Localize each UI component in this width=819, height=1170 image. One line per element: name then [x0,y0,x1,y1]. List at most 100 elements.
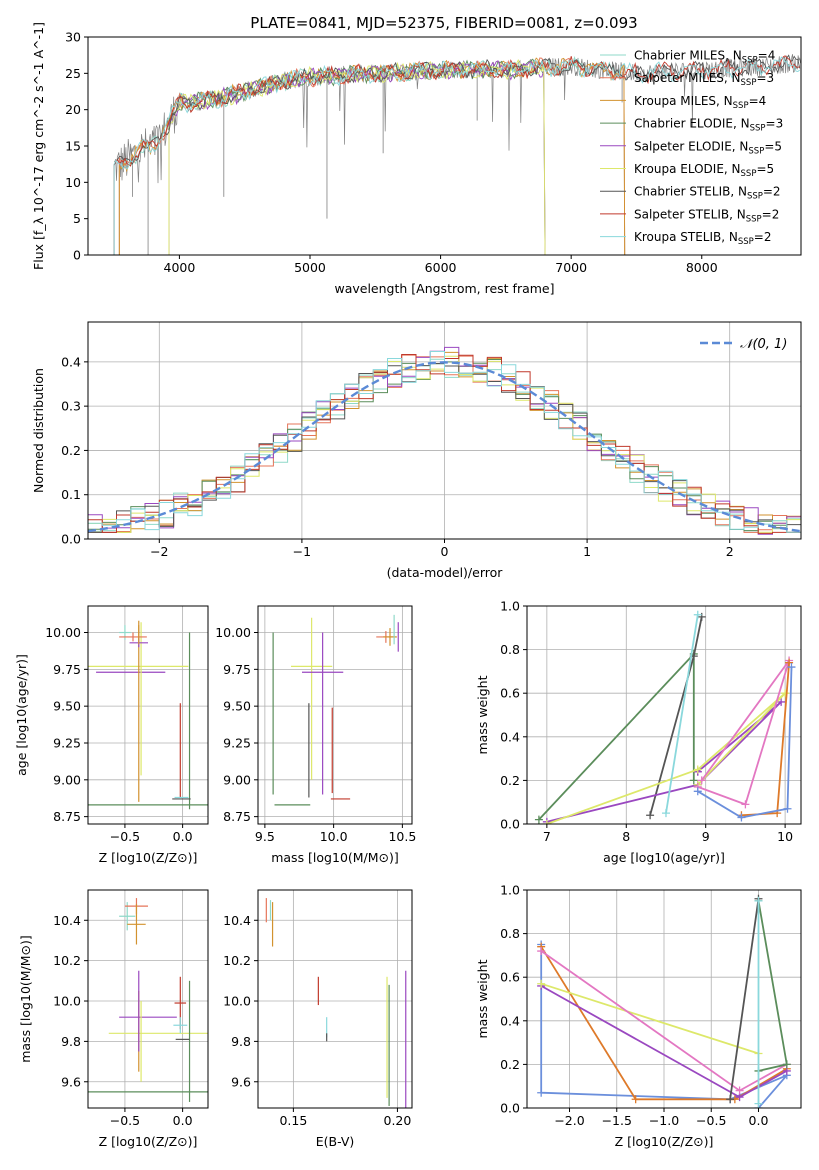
panel-age-vs-Z: −0.5 0.0 8.75 9.00 9.25 9.50 9.75 10.00 Z [log10… [14,605,209,865]
y-tick-label: 0.0 [61,532,81,547]
y-tick-label: 0.2 [500,773,520,788]
legend-label: Kroupa MILES, NSSP=4 [634,94,766,111]
x-axis-label: (data-model)/error [387,565,504,580]
y-axis-label: mass [log10(M/M⊙)] [18,935,33,1063]
y-axis-label: mass weight [475,959,490,1038]
y-tick-label: 9.25 [223,735,251,750]
weight-point [754,896,763,905]
y-tick-label: 25 [65,66,81,81]
weight-point [781,689,790,698]
legend-label: Kroupa ELODIE, NSSP=5 [634,162,774,179]
weight-point [537,1088,546,1097]
y-axis-label: mass weight [475,675,490,754]
y-tick-label: 0.2 [61,443,81,458]
panel-weight-vs-age: 7 8 9 10 0.0 0.2 0.4 0.6 0.8 1.0 age [log10(age/yr… [475,599,802,865]
y-tick-label: 30 [65,30,81,45]
y-tick-label: 10.4 [223,913,251,928]
axes-frame [257,889,413,1109]
y-tick-label: 9.8 [231,1034,251,1049]
panel-mass-vs-EBV: 0.15 0.20 9.6 9.8 10.0 10.2 10.4 E(B-V) [223,889,413,1149]
y-tick-label: 0.6 [500,970,520,985]
figure-title: PLATE=0841, MJD=52375, FIBERID=0081, z=0… [250,14,637,32]
y-tick-label: 9.6 [61,1074,81,1089]
y-tick-label: 5 [73,211,81,226]
x-tick-label: 7 [543,829,551,844]
model-line-chabrier-miles [118,55,626,255]
x-tick-label: −1.5 [602,1113,632,1128]
x-axis-label: age [log10(age/yr)] [603,850,725,865]
panel-spectrum: 4000 5000 6000 7000 8000 0 5 10 15 20 25 30 waveleng… [31,22,802,296]
x-tick-label: −0.5 [110,829,140,844]
weight-series-line [757,900,788,1072]
plot-layer: 4000 5000 6000 7000 8000051015202530waveleng… [14,22,802,1149]
panel-weight-vs-Z: −2.0 −1.5 −1.0 −0.5 0.0 0.0 0.2 0.4 0.6 0.8 1.0 Z [… [475,883,802,1149]
y-axis-label: age [log10(age/yr)] [14,654,29,776]
y-tick-label: 9.50 [223,699,251,714]
y-tick-label: 0.4 [61,354,81,369]
weight-point [693,765,702,774]
axes-frame [87,889,209,1109]
x-tick-label: 0.0 [749,1113,769,1128]
x-tick-label: 0.0 [173,829,193,844]
weight-point [785,658,794,667]
axes-frame [526,605,802,825]
y-tick-label: 0.1 [61,487,81,502]
y-tick-label: 0.3 [61,399,81,414]
y-tick-label: 9.75 [53,662,81,677]
weight-point [737,813,746,822]
weight-point [697,776,706,785]
y-tick-label: 0.6 [500,686,520,701]
x-tick-label: −1 [293,544,311,559]
y-tick-label: 0.0 [500,1101,520,1116]
weight-point [741,800,750,809]
model-line-salpeter-miles [118,57,626,255]
x-axis-label: mass [log10(M/M⊙)] [271,850,399,865]
model-line-chabrier-elodie [168,58,546,255]
axes-frame [87,605,209,825]
weight-point [735,1086,744,1095]
y-tick-label: 10.2 [53,953,81,968]
x-tick-label: −1.0 [649,1113,679,1128]
y-axis-label: Normed distribution [31,368,46,493]
legend-label: 𝒩(0, 1) [740,337,787,352]
plot-area-residuals [88,346,801,535]
weight-point [787,663,796,672]
weight-point [693,610,702,619]
panel-residuals: −2 −1 0 1 2 0.0 0.1 0.2 0.3 0.4 (data-model)/error… [31,321,802,580]
y-tick-label: 9.00 [53,772,81,787]
weight-point [782,1060,791,1069]
weight-series-line [665,614,699,814]
weight-point [783,804,792,813]
x-tick-label: 2 [726,544,734,559]
x-tick-label: 1 [583,544,591,559]
weight-series-line [546,692,786,824]
y-tick-label: 9.25 [53,735,81,750]
x-tick-label: 4000 [164,260,196,275]
legend-label: Salpeter ELODIE, NSSP=5 [634,139,782,156]
plot-area-age-vs-mass [272,614,399,806]
x-tick-label: 5000 [294,260,326,275]
y-tick-label: 9.00 [223,772,251,787]
y-tick-label: 9.75 [223,662,251,677]
y-tick-label: 15 [65,139,81,154]
x-tick-label: 10 [777,829,793,844]
weight-point [726,1095,735,1104]
y-tick-label: 0.8 [500,642,520,657]
weight-point [693,787,702,796]
x-tick-label: 9 [702,829,710,844]
weight-point [534,815,543,824]
legend-label: Salpeter STELIB, NSSP=2 [634,207,779,224]
weight-series-line [540,982,759,1055]
y-tick-label: 0 [73,248,81,263]
x-tick-label: 10.5 [388,829,416,844]
y-tick-label: 10.2 [223,953,251,968]
weight-point [631,1095,640,1104]
weight-point [754,1099,763,1108]
histogram-kroupa-miles [88,351,801,533]
weight-point [689,776,698,785]
x-tick-label: 9.5 [255,829,275,844]
panel-age-vs-mass: 9.5 10.0 10.5 8.75 9.00 9.25 9.50 9.75 10.00 mass… [215,605,416,865]
plot-area-spectrum [113,54,801,255]
legend-label: Chabrier STELIB, NSSP=2 [634,185,781,202]
